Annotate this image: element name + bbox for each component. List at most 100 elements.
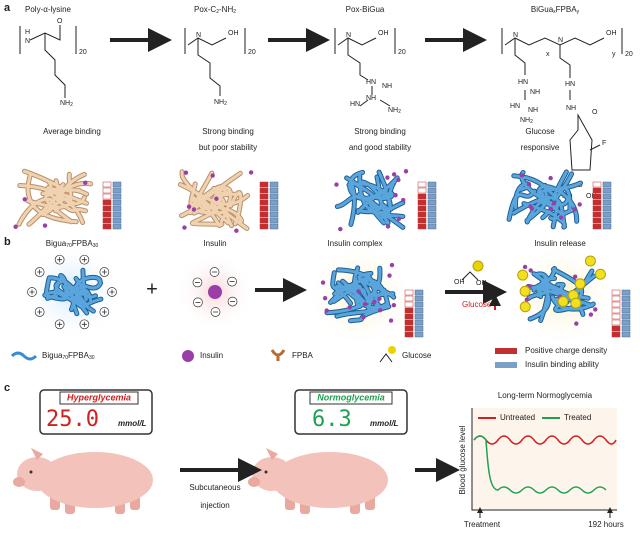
binding-indicator: [269, 193, 279, 200]
insulin: [519, 173, 525, 178]
plus: +: [146, 278, 158, 300]
snout: [13, 477, 25, 487]
binding-indicator: [269, 211, 279, 218]
insulin: [551, 201, 557, 206]
charge-indicator: [102, 193, 112, 200]
binding-indicator: [112, 187, 122, 194]
polymer-name: BiGuaxFPBAy: [531, 5, 580, 15]
insulin: [338, 226, 343, 232]
atom: H: [25, 29, 30, 36]
atom: 20: [625, 51, 633, 58]
charge-indicator: [417, 211, 427, 218]
binding-indicator: [602, 223, 612, 230]
binding-indicator: [427, 205, 437, 212]
plus-sign: [101, 309, 107, 315]
charge-indicator: [417, 187, 427, 194]
charge-indicator: [404, 331, 414, 338]
glucose: [574, 278, 586, 290]
insulin: [183, 170, 189, 175]
charge-indicator: [404, 301, 414, 308]
plus-sign: [101, 269, 107, 275]
binding-indicator: [112, 199, 122, 206]
polymer-name: Pox-C2-NH2: [194, 5, 236, 15]
atom: O: [592, 109, 598, 116]
insulin: [234, 228, 239, 233]
insulin: [593, 307, 598, 312]
atom: N: [196, 32, 201, 39]
meter: Hyperglycemia 25.0 mmol/L: [39, 389, 153, 435]
polymer-chain: [325, 266, 396, 323]
polymer-chain: [17, 169, 93, 226]
description: but poor stability: [199, 143, 257, 152]
charge-indicator: [259, 223, 269, 230]
charge-indicator: [611, 319, 621, 326]
charge-indicator: [404, 295, 414, 302]
binding-indicator: [269, 205, 279, 212]
charge-indicator: [611, 313, 621, 320]
series-label: Treated: [564, 413, 591, 422]
insulin: [356, 289, 361, 294]
binding-indicator: [414, 289, 424, 296]
description: Strong binding: [202, 127, 254, 136]
binding-indicator: [602, 181, 612, 188]
charge-indicator: [611, 331, 621, 338]
binding-indicator: [427, 223, 437, 230]
atom: HN: [350, 101, 360, 108]
polymer-chain: [43, 268, 103, 316]
charge-indicator: [592, 199, 602, 206]
binding-indicator: [427, 211, 437, 218]
structure: N OH 20 HN NH HN NH NH2: [334, 28, 406, 115]
atom: NH2: [60, 100, 73, 108]
glucose: [594, 268, 606, 280]
charge-indicator: [611, 289, 621, 296]
time-label: 192 hours: [588, 520, 624, 529]
atom: NH2: [214, 99, 227, 107]
glucose: [570, 297, 582, 309]
binding-indicator: [602, 217, 612, 224]
insulin: [362, 301, 368, 307]
body: [272, 452, 388, 508]
insulin: [372, 299, 377, 305]
insulin: [558, 215, 564, 220]
glucose-icon: OH OH: [454, 260, 487, 287]
insulin: [396, 216, 402, 222]
charge-indicator: [259, 211, 269, 218]
charge-indicator: [417, 193, 427, 200]
charge-indicator: [404, 325, 414, 332]
legend-label: Glucose: [402, 351, 432, 360]
atom: N: [25, 38, 30, 45]
binding-indicator: [602, 199, 612, 206]
legend-label: Positive charge density: [525, 346, 607, 355]
charge-indicator: [102, 217, 112, 224]
charge-indicator: [592, 181, 602, 188]
atom: N: [346, 32, 351, 39]
atom: 20: [248, 49, 256, 56]
insulin: [529, 206, 535, 211]
binding-indicator: [602, 211, 612, 218]
insulin: [548, 206, 554, 212]
glucose: [519, 285, 531, 297]
insulin: [186, 204, 192, 209]
binding-indicator: [602, 193, 612, 200]
plus-sign: [37, 269, 43, 275]
charge-indicator: [102, 205, 112, 212]
trigger-label: Glucose: [462, 300, 492, 309]
binding-indicator: [269, 199, 279, 206]
charge-indicator: [102, 211, 112, 218]
plus-sign: [57, 321, 63, 327]
charge-indicator: [102, 187, 112, 194]
insulin: [391, 172, 397, 177]
insulin: [361, 314, 366, 320]
legend-label: FPBA: [292, 351, 314, 360]
structure: H N O 20 NH2: [19, 18, 87, 108]
binding-indicator: [427, 199, 437, 206]
charge-indicator: [102, 223, 112, 230]
glucose-plot: Long-term Normoglycemia Untreated Treate…: [458, 391, 624, 529]
meter-state: Normoglycemia: [317, 392, 385, 402]
atom: HN: [366, 79, 376, 86]
pigs: [13, 448, 388, 514]
insulin: [42, 223, 48, 228]
insulin: [572, 207, 577, 212]
atom: HN: [510, 103, 520, 110]
